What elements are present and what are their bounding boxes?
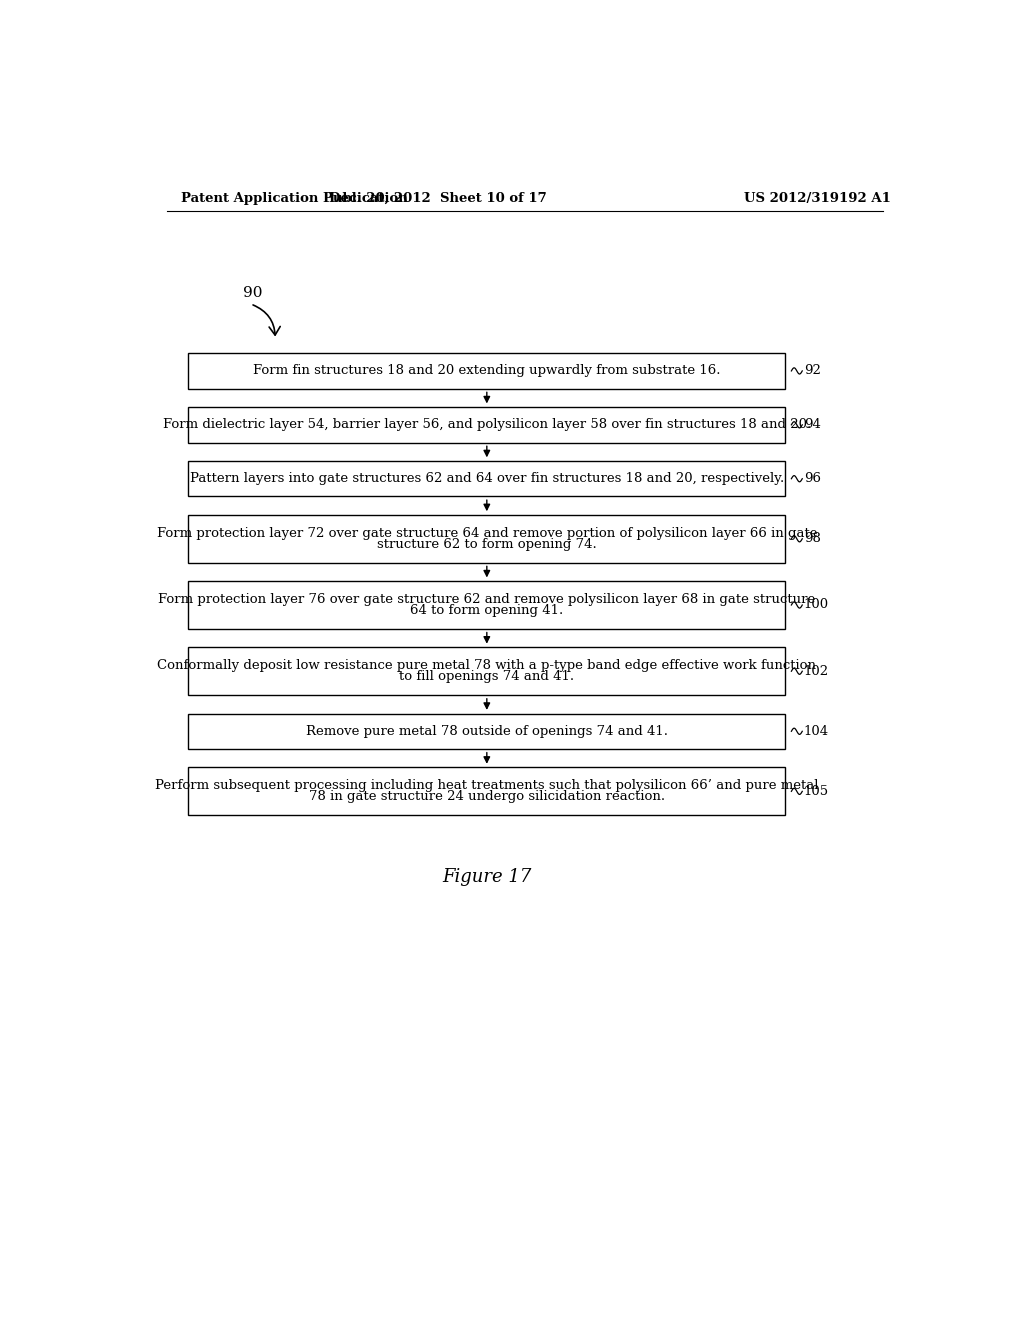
Bar xyxy=(188,461,785,496)
Text: 96: 96 xyxy=(804,473,821,486)
Text: 94: 94 xyxy=(804,418,820,432)
Text: Form protection layer 76 over gate structure 62 and remove polysilicon layer 68 : Form protection layer 76 over gate struc… xyxy=(158,593,815,606)
Bar xyxy=(188,354,785,388)
Text: 98: 98 xyxy=(804,532,820,545)
Text: Form dielectric layer 54, barrier layer 56, and polysilicon layer 58 over fin st: Form dielectric layer 54, barrier layer … xyxy=(163,418,811,432)
Bar xyxy=(188,767,785,816)
Text: Remove pure metal 78 outside of openings 74 and 41.: Remove pure metal 78 outside of openings… xyxy=(306,725,668,738)
Text: 100: 100 xyxy=(804,598,828,611)
Text: to fill openings 74 and 41.: to fill openings 74 and 41. xyxy=(399,671,574,684)
Bar xyxy=(188,714,785,748)
Text: Perform subsequent processing including heat treatments such that polysilicon 66: Perform subsequent processing including … xyxy=(155,779,818,792)
Bar xyxy=(188,647,785,696)
Text: Figure 17: Figure 17 xyxy=(442,867,531,886)
Text: Dec. 20, 2012  Sheet 10 of 17: Dec. 20, 2012 Sheet 10 of 17 xyxy=(329,191,547,205)
Text: 78 in gate structure 24 undergo silicidation reaction.: 78 in gate structure 24 undergo silicida… xyxy=(309,791,665,804)
Bar xyxy=(188,515,785,562)
Text: Form protection layer 72 over gate structure 64 and remove portion of polysilico: Form protection layer 72 over gate struc… xyxy=(157,527,817,540)
Text: Conformally deposit low resistance pure metal 78 with a p-type band edge effecti: Conformally deposit low resistance pure … xyxy=(158,659,816,672)
Bar xyxy=(188,407,785,442)
Text: 104: 104 xyxy=(804,725,828,738)
Text: 105: 105 xyxy=(804,785,828,797)
Text: structure 62 to form opening 74.: structure 62 to form opening 74. xyxy=(377,537,597,550)
Text: 92: 92 xyxy=(804,364,820,378)
Text: US 2012/319192 A1: US 2012/319192 A1 xyxy=(744,191,891,205)
Bar xyxy=(188,581,785,628)
Text: Pattern layers into gate structures 62 and 64 over fin structures 18 and 20, res: Pattern layers into gate structures 62 a… xyxy=(189,473,784,486)
FancyArrowPatch shape xyxy=(253,305,281,335)
Text: 64 to form opening 41.: 64 to form opening 41. xyxy=(411,603,563,616)
Text: Form fin structures 18 and 20 extending upwardly from substrate 16.: Form fin structures 18 and 20 extending … xyxy=(253,364,721,378)
Text: 102: 102 xyxy=(804,665,828,677)
Text: 90: 90 xyxy=(243,286,262,300)
Text: Patent Application Publication: Patent Application Publication xyxy=(180,191,408,205)
